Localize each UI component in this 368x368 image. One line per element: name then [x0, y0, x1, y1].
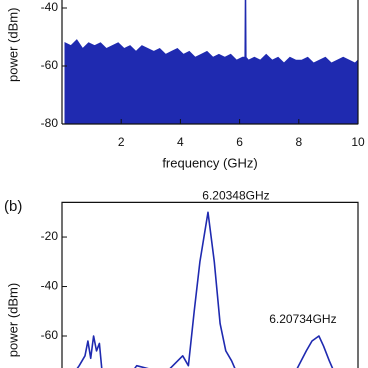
y-axis-label: power (dBm) [5, 283, 20, 357]
x-tick-label: 8 [295, 135, 302, 149]
y-tick-label: -60 [41, 328, 59, 342]
panel-label: (b) [4, 198, 22, 215]
y-tick-label: -40 [41, 0, 59, 14]
axis-frame [61, 0, 359, 125]
y-tick-label: -60 [41, 58, 59, 72]
x-tick-label: 2 [118, 135, 125, 149]
x-tick-label: 4 [177, 135, 184, 149]
spectrum-line [76, 211, 334, 368]
axis-frame [61, 201, 359, 368]
peak-annotation: 6.20348GHz [202, 188, 269, 202]
y-axis-label: power (dBm) [5, 8, 20, 82]
x-tick-label: 6 [236, 135, 243, 149]
peak-annotation: 6.20734GHz [269, 312, 336, 326]
y-tick-label: -40 [41, 279, 59, 293]
y-tick-label: -20 [41, 229, 59, 243]
x-axis-label: frequency (GHz) [162, 155, 257, 170]
y-tick-label: -80 [41, 116, 59, 130]
x-tick-label: 10 [351, 135, 365, 149]
spectrum-area [64, 0, 359, 125]
